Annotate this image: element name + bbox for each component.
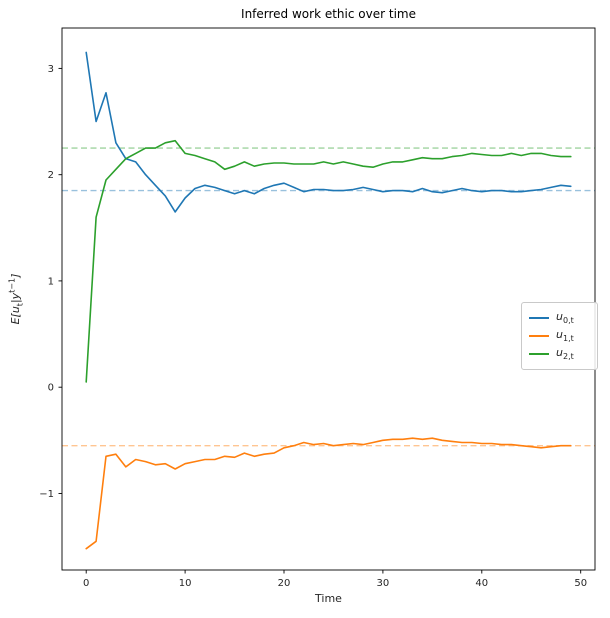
series-line-2 xyxy=(85,139,572,383)
x-axis-label: Time xyxy=(315,592,342,605)
legend-label-u1t: u1,t xyxy=(556,328,574,344)
y-label-sup: t−1 xyxy=(7,277,17,293)
y-tick-label: 2 xyxy=(48,170,54,181)
x-tick-label: 50 xyxy=(574,578,587,589)
y-tick-label: −1 xyxy=(39,489,54,500)
legend-swatch-u0t xyxy=(529,317,549,319)
x-tick-label: 0 xyxy=(83,578,89,589)
legend-label-u2t: u2,t xyxy=(556,346,574,362)
y-tick-label: 1 xyxy=(48,276,54,287)
series-line-1 xyxy=(85,437,572,550)
legend-item-u0t: u0,t xyxy=(529,309,589,327)
legend-item-u1t: u1,t xyxy=(529,327,589,345)
legend-item-u2t: u2,t xyxy=(529,345,589,363)
series-line-0 xyxy=(85,51,572,213)
y-tick-label: 0 xyxy=(48,383,54,394)
x-tick-label: 40 xyxy=(475,578,488,589)
legend-label-u0t: u0,t xyxy=(556,310,574,326)
y-label-sub: t xyxy=(15,303,25,307)
plot-border xyxy=(61,27,596,571)
legend: u0,t u1,t u2,t xyxy=(521,302,598,370)
x-tick-label: 30 xyxy=(377,578,390,589)
y-label-part: |y xyxy=(9,292,23,304)
y-axis-label: E[ut|yt−1] xyxy=(8,274,25,325)
x-tick-label: 10 xyxy=(179,578,192,589)
legend-swatch-u2t xyxy=(529,353,549,355)
y-label-part: E[u xyxy=(9,306,23,325)
x-tick-label: 20 xyxy=(278,578,291,589)
y-label-part: ] xyxy=(9,273,23,278)
chart-title: Inferred work ethic over time xyxy=(241,7,416,21)
legend-swatch-u1t xyxy=(529,335,549,337)
y-tick-label: 3 xyxy=(48,64,54,75)
